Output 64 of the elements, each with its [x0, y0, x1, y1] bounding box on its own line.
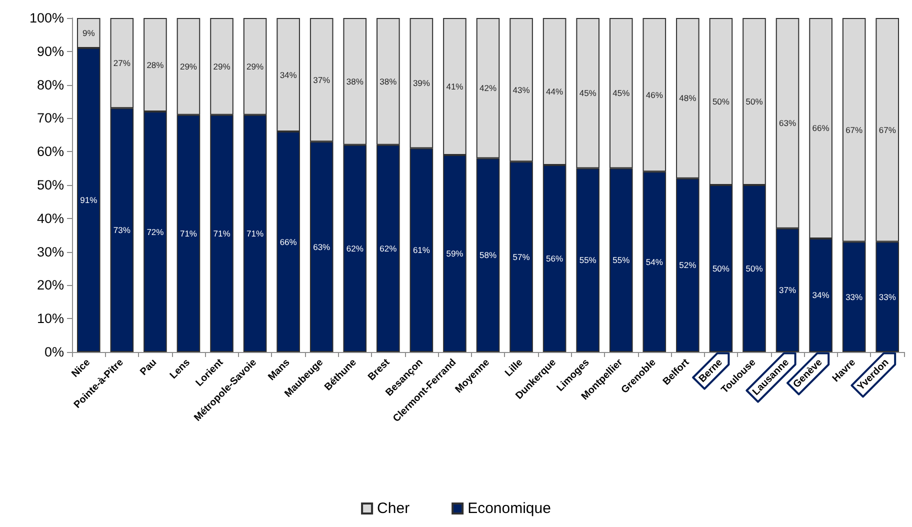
data-label: 63%	[779, 118, 796, 128]
data-label: 27%	[113, 58, 131, 68]
y-tick-label: 20%	[36, 278, 64, 293]
y-tick-label: 0%	[44, 344, 64, 360]
data-label: 66%	[812, 123, 830, 134]
data-label: 67%	[878, 124, 896, 135]
data-label: 34%	[812, 290, 830, 300]
data-label: 37%	[313, 74, 331, 85]
data-label: 71%	[213, 228, 231, 238]
x-tick-label: Pau	[138, 357, 160, 378]
y-tick-label: 80%	[36, 77, 64, 92]
data-label: 55%	[579, 255, 597, 266]
data-label: 71%	[180, 228, 198, 238]
y-tick-label: 70%	[36, 110, 64, 126]
y-tick-label: 40%	[36, 210, 64, 226]
data-label: 50%	[746, 96, 764, 106]
y-tick-label: 50%	[36, 178, 64, 192]
data-label: 38%	[346, 76, 364, 86]
y-tick-label: 90%	[36, 44, 64, 59]
data-label: 55%	[612, 255, 630, 266]
data-label: 33%	[878, 292, 896, 302]
data-label: 29%	[180, 61, 198, 72]
data-label: 33%	[846, 292, 864, 302]
data-label: 63%	[313, 242, 331, 252]
data-label: 62%	[346, 243, 364, 254]
data-label: 62%	[380, 243, 398, 254]
data-label: 59%	[446, 248, 464, 258]
data-label: 46%	[646, 90, 664, 100]
data-label: 44%	[546, 86, 564, 96]
y-tick-label: 30%	[36, 244, 64, 260]
y-tick-label: 60%	[36, 144, 64, 160]
data-label: 45%	[579, 88, 597, 98]
data-label: 66%	[280, 236, 298, 247]
data-label: 52%	[679, 260, 697, 270]
data-label: 67%	[846, 124, 864, 135]
data-label: 42%	[479, 83, 497, 94]
data-label: 91%	[80, 195, 98, 206]
data-label: 50%	[712, 96, 730, 106]
y-tick-label: 100%	[29, 10, 64, 26]
data-label: 29%	[246, 61, 264, 72]
data-label: 38%	[380, 76, 398, 86]
legend-label: Economique	[468, 500, 551, 517]
data-label: 54%	[646, 256, 664, 267]
data-label: 9%	[82, 28, 96, 38]
data-label: 73%	[113, 225, 131, 236]
data-label: 71%	[246, 228, 264, 238]
data-label: 50%	[746, 264, 764, 274]
data-label: 58%	[479, 250, 497, 260]
data-label: 37%	[779, 285, 796, 296]
data-label: 43%	[512, 84, 530, 95]
data-label: 34%	[280, 70, 298, 80]
data-label: 28%	[146, 60, 164, 70]
data-label: 61%	[412, 245, 430, 256]
data-label: 45%	[612, 88, 630, 98]
legend-label: Cher	[377, 500, 410, 517]
y-tick-label: 10%	[36, 311, 64, 326]
data-label: 41%	[446, 81, 464, 92]
data-label: 39%	[412, 78, 430, 88]
data-label: 72%	[146, 226, 164, 237]
data-label: 48%	[679, 93, 697, 104]
data-label: 57%	[512, 252, 530, 262]
data-label: 56%	[546, 253, 564, 264]
data-label: 29%	[213, 61, 231, 72]
data-label: 50%	[712, 264, 730, 274]
